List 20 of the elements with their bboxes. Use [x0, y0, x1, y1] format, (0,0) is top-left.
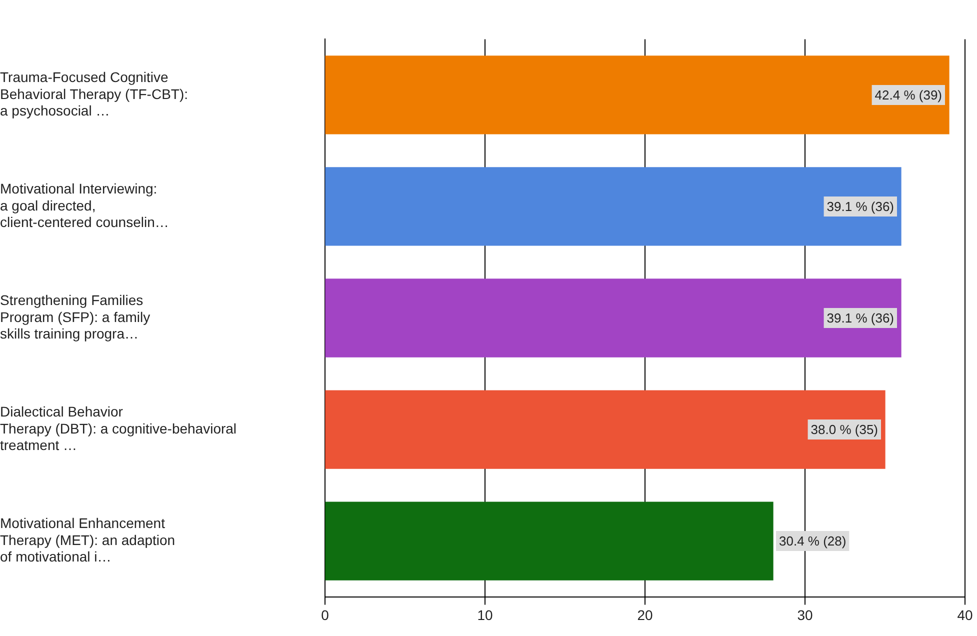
x-tick-label: 20 [637, 607, 653, 624]
y-tick-label: Trauma-Focused Cognitive Behavioral Therapy (TF-CBT): a psychosocial … [0, 69, 188, 119]
bar [325, 56, 950, 134]
x-tick-label: 10 [477, 607, 493, 624]
bar [325, 278, 902, 358]
x-tick-label: 0 [321, 607, 330, 624]
data-label: 42.4 % (39) [874, 88, 942, 103]
data-label: 30.4 % (28) [779, 534, 846, 549]
bar [325, 167, 902, 246]
data-label: 39.1 % (36) [826, 310, 894, 326]
data-label: 38.0 % (35) [810, 422, 878, 438]
x-tick-label: 30 [797, 607, 813, 624]
y-tick-label: Motivational Interviewing: a goal directed, client-centered counselin… [0, 180, 169, 230]
y-tick-label: Dialectical Behavior Therapy (DBT): a cognitive-behavioral treatment … [0, 404, 237, 454]
data-label: 39.1 % (36) [826, 199, 894, 214]
bar [325, 390, 886, 469]
x-tick-label: 40 [957, 607, 973, 624]
y-tick-label: Motivational Enhancement Therapy (MET): an adaption of motivational i… [0, 515, 176, 565]
bar [325, 502, 774, 580]
y-tick-label: Strengthening Families Program (SFP): a family skills training progra… [0, 292, 150, 342]
